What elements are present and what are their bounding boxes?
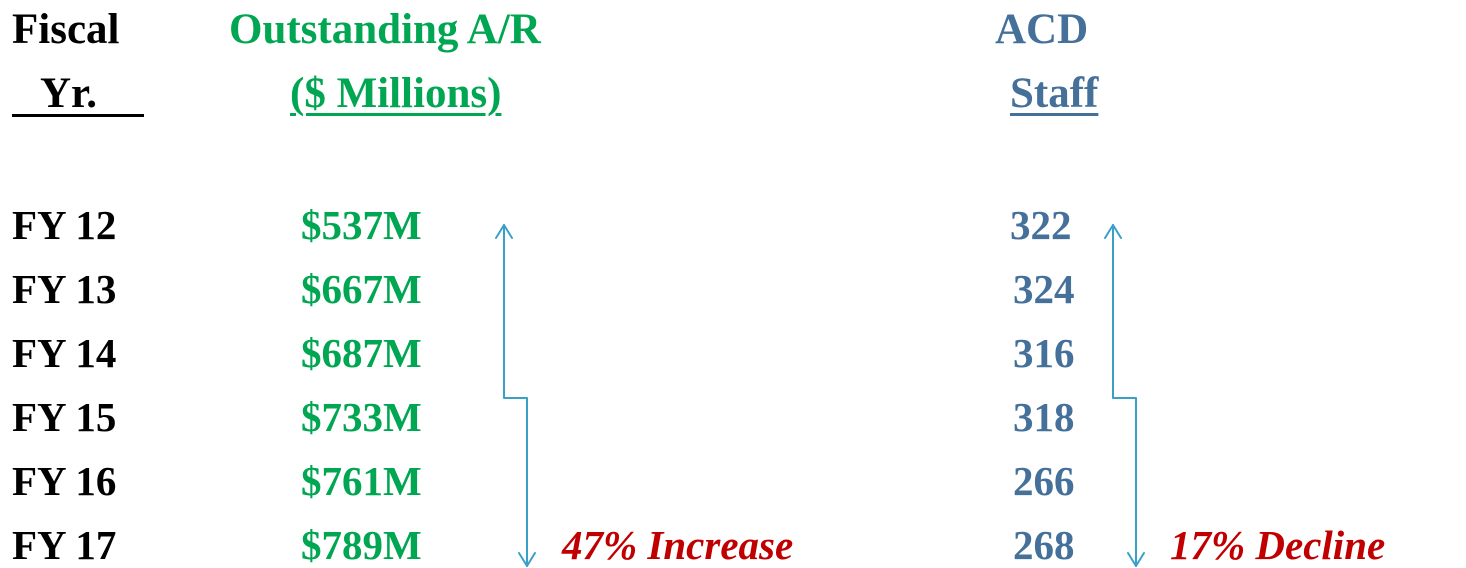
staff-trend-arrow-icon bbox=[1104, 224, 1145, 567]
staff-fy17: 268 bbox=[1013, 522, 1075, 568]
year-header-underline bbox=[12, 114, 144, 117]
ar-fy14: $687M bbox=[301, 330, 422, 376]
ar-header: Outstanding A/R bbox=[229, 6, 541, 53]
staff-fy12: 322 bbox=[1010, 202, 1072, 248]
ar-fy12: $537M bbox=[301, 202, 422, 248]
ar-fy15: $733M bbox=[301, 394, 422, 440]
staff-fy16: 266 bbox=[1013, 458, 1075, 504]
year-header: Yr. bbox=[40, 70, 97, 117]
acd-header: ACD bbox=[995, 6, 1089, 53]
staff-fy15: 318 bbox=[1013, 394, 1075, 440]
year-fy16: FY 16 bbox=[12, 458, 117, 504]
ar-fy13: $667M bbox=[301, 266, 422, 312]
staff-header: Staff bbox=[1010, 70, 1099, 117]
fiscal-header: Fiscal bbox=[12, 6, 120, 53]
year-fy13: FY 13 bbox=[12, 266, 117, 312]
staff-fy13: 324 bbox=[1013, 266, 1075, 312]
year-fy17: FY 17 bbox=[12, 522, 117, 568]
year-fy14: FY 14 bbox=[12, 330, 117, 376]
ar-fy16: $761M bbox=[301, 458, 422, 504]
year-fy12: FY 12 bbox=[12, 202, 117, 248]
ar-increase-annotation: 47% Increase bbox=[562, 522, 794, 568]
staff-decline-annotation: 17% Decline bbox=[1170, 522, 1386, 568]
ar-fy17: $789M bbox=[301, 522, 422, 568]
staff-fy14: 316 bbox=[1013, 330, 1075, 376]
ar-trend-arrow-icon bbox=[495, 224, 536, 567]
ar-units-header: ($ Millions) bbox=[290, 70, 502, 117]
year-fy15: FY 15 bbox=[12, 394, 117, 440]
